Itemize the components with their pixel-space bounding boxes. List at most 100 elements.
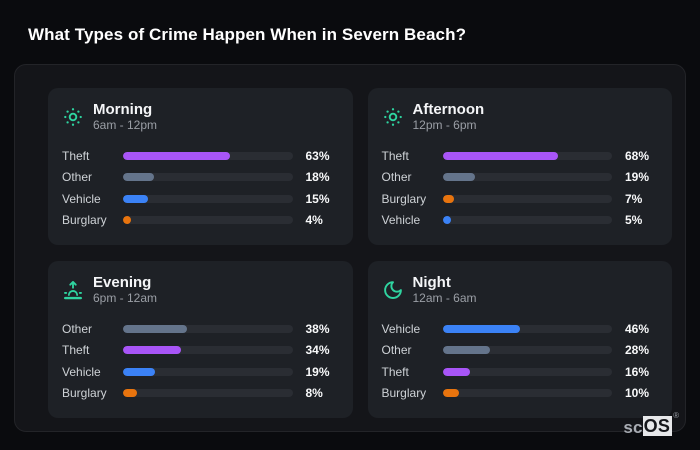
crime-type-label: Other [381, 343, 412, 358]
crime-type-label: Vehicle [62, 364, 101, 379]
card-header-text: Evening 6pm - 12am [93, 274, 157, 306]
crime-type-label: Other [62, 322, 93, 337]
crime-percentage: 7% [625, 191, 643, 206]
bar-track [442, 367, 612, 376]
bar-fill [123, 325, 188, 334]
crime-percentage: 4% [305, 212, 323, 227]
brand-prefix-text: sc [623, 418, 643, 437]
card-header: Afternoon 12pm - 6pm [382, 101, 661, 133]
card-header: Evening 6pm - 12am [62, 274, 341, 306]
bar-track [442, 325, 612, 334]
crime-percentage: 38% [305, 322, 330, 337]
crime-percentage: 16% [625, 364, 650, 379]
crime-bar-row: Vehicle 19% [62, 365, 341, 379]
crime-bar-row: Burglary 8% [62, 386, 341, 400]
bar-track [123, 325, 293, 334]
bar-list: Theft 68% Other 19% Burglary 7% Vehicle 5% [382, 143, 661, 233]
period-title: Evening [93, 274, 152, 291]
crime-type-label: Theft [62, 343, 90, 358]
sun-icon [62, 106, 84, 128]
bar-fill [442, 388, 460, 397]
crime-bar-row: Other 28% [382, 343, 661, 357]
crime-bar-row: Vehicle 15% [62, 192, 341, 206]
crime-type-label: Burglary [381, 191, 427, 206]
bar-fill [442, 325, 521, 334]
crime-percentage: 28% [625, 343, 650, 358]
bar-fill [442, 173, 475, 182]
bar-fill [123, 388, 137, 397]
bar-fill [123, 152, 230, 161]
bar-track [123, 215, 293, 224]
crime-percentage: 19% [625, 170, 650, 185]
card-header: Morning 6am - 12pm [62, 101, 341, 133]
bar-list: Vehicle 46% Other 28% Theft 16% Burglary 10% [382, 316, 661, 406]
period-title: Afternoon [412, 101, 485, 118]
crime-type-label: Other [381, 170, 412, 185]
crime-bar-row: Other 38% [62, 322, 341, 336]
bar-list: Other 38% Theft 34% Vehicle 19% Burglary 8% [62, 316, 341, 406]
bar-fill [442, 194, 455, 203]
crime-bar-row: Theft 63% [62, 149, 341, 163]
crime-percentage: 15% [305, 191, 330, 206]
crime-bar-row: Other 19% [382, 170, 661, 184]
bar-track [442, 152, 612, 161]
crime-bar-row: Other 18% [62, 170, 341, 184]
crime-bar-row: Burglary 10% [382, 386, 661, 400]
period-title: Night [412, 274, 451, 291]
crime-bar-row: Theft 68% [382, 149, 661, 163]
crime-percentage: 63% [305, 149, 330, 164]
period-time-range: 6pm - 12am [93, 291, 158, 306]
bar-fill [123, 194, 149, 203]
moon-icon [382, 279, 404, 301]
period-time-range: 6am - 12pm [93, 118, 158, 133]
time-period-card-afternoon: Afternoon 12pm - 6pm Theft 68% Other 19% Burgl… [367, 88, 672, 245]
card-header-text: Afternoon 12pm - 6pm [413, 101, 485, 133]
crime-percentage: 8% [305, 385, 323, 400]
bar-track [123, 152, 293, 161]
time-period-card-morning: Morning 6am - 12pm Theft 63% Other 18% Vehicle… [48, 88, 353, 245]
period-time-range: 12am - 6am [412, 291, 477, 306]
crime-percentage: 46% [625, 322, 650, 337]
period-time-range: 12pm - 6pm [412, 118, 477, 133]
crime-percentage: 18% [305, 170, 330, 185]
bar-track [442, 388, 612, 397]
crime-bar-row: Vehicle 46% [382, 322, 661, 336]
bar-track [442, 194, 612, 203]
bar-track [442, 173, 612, 182]
crime-percentage: 5% [625, 212, 643, 227]
crime-type-label: Other [62, 170, 93, 185]
bar-track [442, 346, 612, 355]
crime-type-label: Theft [381, 364, 409, 379]
bar-fill [442, 346, 490, 355]
crime-percentage: 19% [305, 364, 330, 379]
bar-fill [123, 367, 156, 376]
bar-fill [123, 173, 154, 182]
crime-type-label: Vehicle [62, 191, 101, 206]
crime-percentage: 34% [305, 343, 330, 358]
crime-percentage: 68% [625, 149, 650, 164]
brand-box-text: OS [642, 416, 673, 436]
time-period-card-night: Night 12am - 6am Vehicle 46% Other 28% Theft 16… [367, 261, 672, 418]
bar-track [123, 173, 293, 182]
card-header-text: Morning 6am - 12pm [93, 101, 157, 133]
crime-bar-row: Burglary 4% [62, 213, 341, 227]
panels-grid: Morning 6am - 12pm Theft 63% Other 18% Vehicle… [14, 64, 686, 432]
bar-list: Theft 63% Other 18% Vehicle 15% Burglary 4% [62, 143, 341, 233]
bar-track [123, 346, 293, 355]
crime-bar-row: Burglary 7% [382, 192, 661, 206]
registered-trademark-icon: ® [673, 411, 679, 420]
period-title: Morning [93, 101, 153, 118]
sun-icon [382, 106, 404, 128]
crime-bar-row: Theft 16% [382, 365, 661, 379]
bar-fill [442, 215, 451, 224]
crime-bar-row: Vehicle 5% [382, 213, 661, 227]
crime-type-label: Burglary [62, 212, 107, 227]
crime-type-label: Burglary [381, 385, 427, 400]
bar-fill [123, 215, 131, 224]
card-header-text: Night 12am - 6am [413, 274, 477, 306]
crime-percentage: 10% [625, 385, 650, 400]
crime-type-label: Vehicle [381, 322, 421, 337]
crime-type-label: Burglary [62, 385, 107, 400]
crime-type-label: Theft [381, 149, 409, 164]
bar-track [442, 215, 612, 224]
